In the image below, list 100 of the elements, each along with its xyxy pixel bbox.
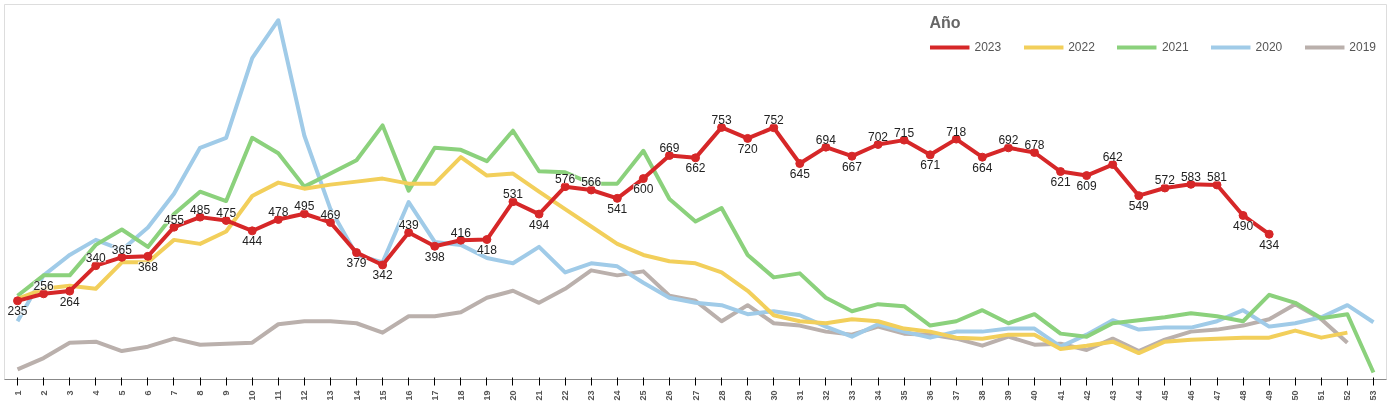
legend-label: 2022: [1068, 40, 1095, 54]
x-tick-label: 35: [899, 390, 910, 401]
data-label: 642: [1102, 150, 1124, 165]
legend-title: Año: [929, 14, 962, 32]
point: [482, 235, 492, 245]
data-label: 379: [346, 256, 367, 271]
data-label: 576: [555, 172, 576, 187]
legend-label: 2019: [1349, 40, 1376, 54]
point: [1056, 167, 1066, 177]
data-label: 752: [763, 113, 785, 128]
x-tick-label: 6: [142, 390, 153, 396]
point: [1264, 229, 1274, 239]
data-label: 342: [372, 268, 393, 283]
data-label: 669: [659, 141, 680, 155]
point: [586, 185, 596, 195]
point: [91, 261, 101, 271]
data-label: 398: [424, 249, 446, 264]
x-tick-label: 30: [768, 390, 779, 401]
x-tick-label: 51: [1316, 390, 1327, 401]
point: [847, 151, 857, 161]
point: [430, 241, 440, 251]
data-label: 600: [633, 182, 654, 197]
x-tick-label: 48: [1238, 390, 1249, 401]
x-tick-label: 17: [429, 390, 440, 401]
x-tick-label: 11: [273, 390, 284, 401]
x-tick-label: 10: [247, 390, 258, 401]
x-tick-label: 12: [299, 390, 310, 401]
data-label: 478: [268, 204, 289, 219]
x-tick-label: 25: [638, 390, 649, 401]
point: [13, 296, 23, 306]
data-label: 434: [1259, 237, 1280, 252]
point: [39, 289, 49, 299]
data-label: 495: [294, 199, 315, 214]
point: [1212, 180, 1222, 190]
data-label: 572: [1154, 173, 1176, 188]
x-tick-label: 52: [1342, 390, 1353, 401]
point: [560, 182, 570, 192]
x-tick-label: 14: [351, 390, 362, 401]
data-label: 475: [216, 205, 237, 220]
data-label: 694: [815, 132, 837, 147]
data-label: 235: [7, 304, 28, 319]
point: [612, 193, 622, 203]
data-label: 609: [1076, 179, 1097, 194]
x-tick-label: 42: [1081, 390, 1092, 401]
x-tick-label: 18: [455, 390, 466, 401]
data-label: 439: [398, 218, 420, 233]
x-tick-label: 23: [586, 390, 597, 401]
point: [508, 197, 518, 207]
data-label: 692: [998, 133, 1019, 148]
x-tick-label: 7: [168, 390, 179, 396]
x-tick-label: 38: [977, 390, 988, 401]
x-tick-label: 37: [951, 390, 962, 401]
x-tick-label: 2: [38, 390, 49, 396]
point: [1238, 210, 1248, 220]
point: [65, 286, 75, 296]
point: [299, 209, 309, 219]
data-label: 715: [894, 125, 915, 140]
x-tick-label: 8: [195, 390, 206, 396]
x-tick-label: 31: [794, 390, 805, 401]
data-label: 469: [320, 207, 341, 222]
data-label: 664: [972, 160, 993, 175]
data-label: 490: [1233, 218, 1254, 233]
data-label: 753: [711, 112, 732, 127]
x-tick-label: 19: [481, 390, 492, 401]
x-tick-label: 26: [664, 390, 675, 401]
x-tick-label: 44: [1133, 390, 1144, 401]
data-label: 494: [529, 217, 550, 232]
x-tick-label: 36: [925, 390, 936, 401]
point: [534, 209, 544, 219]
x-tick-label: 43: [1107, 390, 1118, 401]
data-label: 581: [1207, 170, 1228, 185]
data-label: 444: [242, 234, 263, 249]
point: [925, 150, 935, 160]
point: [378, 260, 388, 270]
data-label: 718: [946, 124, 967, 139]
x-tick-label: 4: [90, 390, 101, 396]
data-label: 667: [841, 159, 863, 174]
data-label: 720: [737, 141, 758, 156]
x-tick-label: 21: [534, 390, 545, 401]
data-label: 541: [607, 201, 628, 216]
data-label: 583: [1180, 169, 1202, 184]
x-tick-label: 22: [560, 390, 571, 401]
data-label: 671: [920, 158, 941, 173]
point: [404, 228, 414, 238]
x-tick-label: 34: [873, 390, 884, 401]
point: [795, 159, 805, 169]
x-tick-label: 13: [325, 390, 336, 401]
point: [247, 226, 257, 236]
x-tick-label: 3: [64, 390, 75, 396]
data-label: 368: [137, 259, 159, 274]
x-tick-label: 32: [820, 390, 831, 401]
data-label: 455: [163, 212, 185, 227]
data-label: 264: [59, 294, 81, 309]
x-tick-label: 46: [1185, 390, 1196, 401]
x-tick-label: 1: [12, 390, 23, 396]
x-tick-label: 27: [690, 390, 701, 401]
data-label: 549: [1128, 199, 1150, 214]
point: [1134, 191, 1144, 201]
x-tick-label: 28: [716, 390, 727, 401]
data-label: 340: [85, 251, 107, 266]
